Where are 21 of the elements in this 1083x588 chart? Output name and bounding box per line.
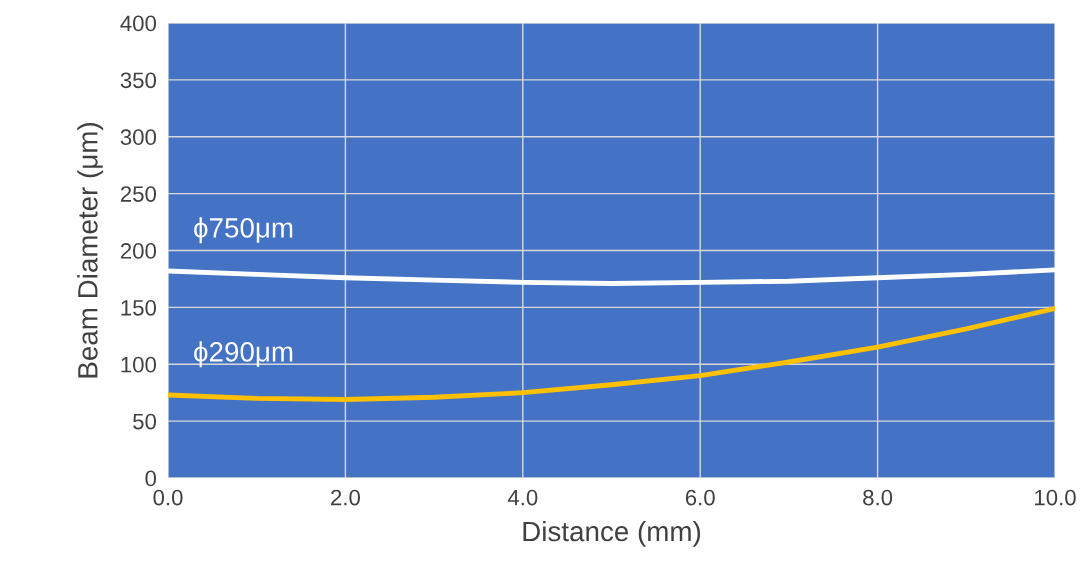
x-tick-label: 0.0 — [153, 489, 183, 506]
y-tick-label: 150 — [121, 299, 157, 316]
y-tick-label: 200 — [120, 243, 157, 259]
y-tick-label: 300 — [120, 129, 157, 146]
y-tick-label: 250 — [120, 186, 157, 202]
x-tick-label: 4.0 — [507, 489, 538, 506]
x-tick-label: 2.0 — [331, 489, 360, 506]
y-tick-label: 50 — [133, 413, 157, 430]
x-tick-label: 10.0 — [1035, 489, 1076, 506]
line-series — [168, 306, 1055, 402]
y-tick-label: 400 — [120, 15, 157, 32]
y-tick-label: 350 — [120, 72, 157, 89]
x-tick-label: 6.0 — [685, 489, 715, 506]
x-tick-label: 8.0 — [863, 489, 893, 506]
y-tick-label: 100 — [121, 356, 157, 373]
y-axis-title: Beam Diameter (μm) — [77, 123, 104, 378]
series-label: ϕ750μm — [194, 217, 293, 244]
line-series — [168, 267, 1055, 286]
y-tick-label: 0 — [145, 470, 157, 487]
x-axis-title: Distance (mm) — [523, 520, 701, 547]
series-label: ϕ290μm — [194, 341, 293, 368]
